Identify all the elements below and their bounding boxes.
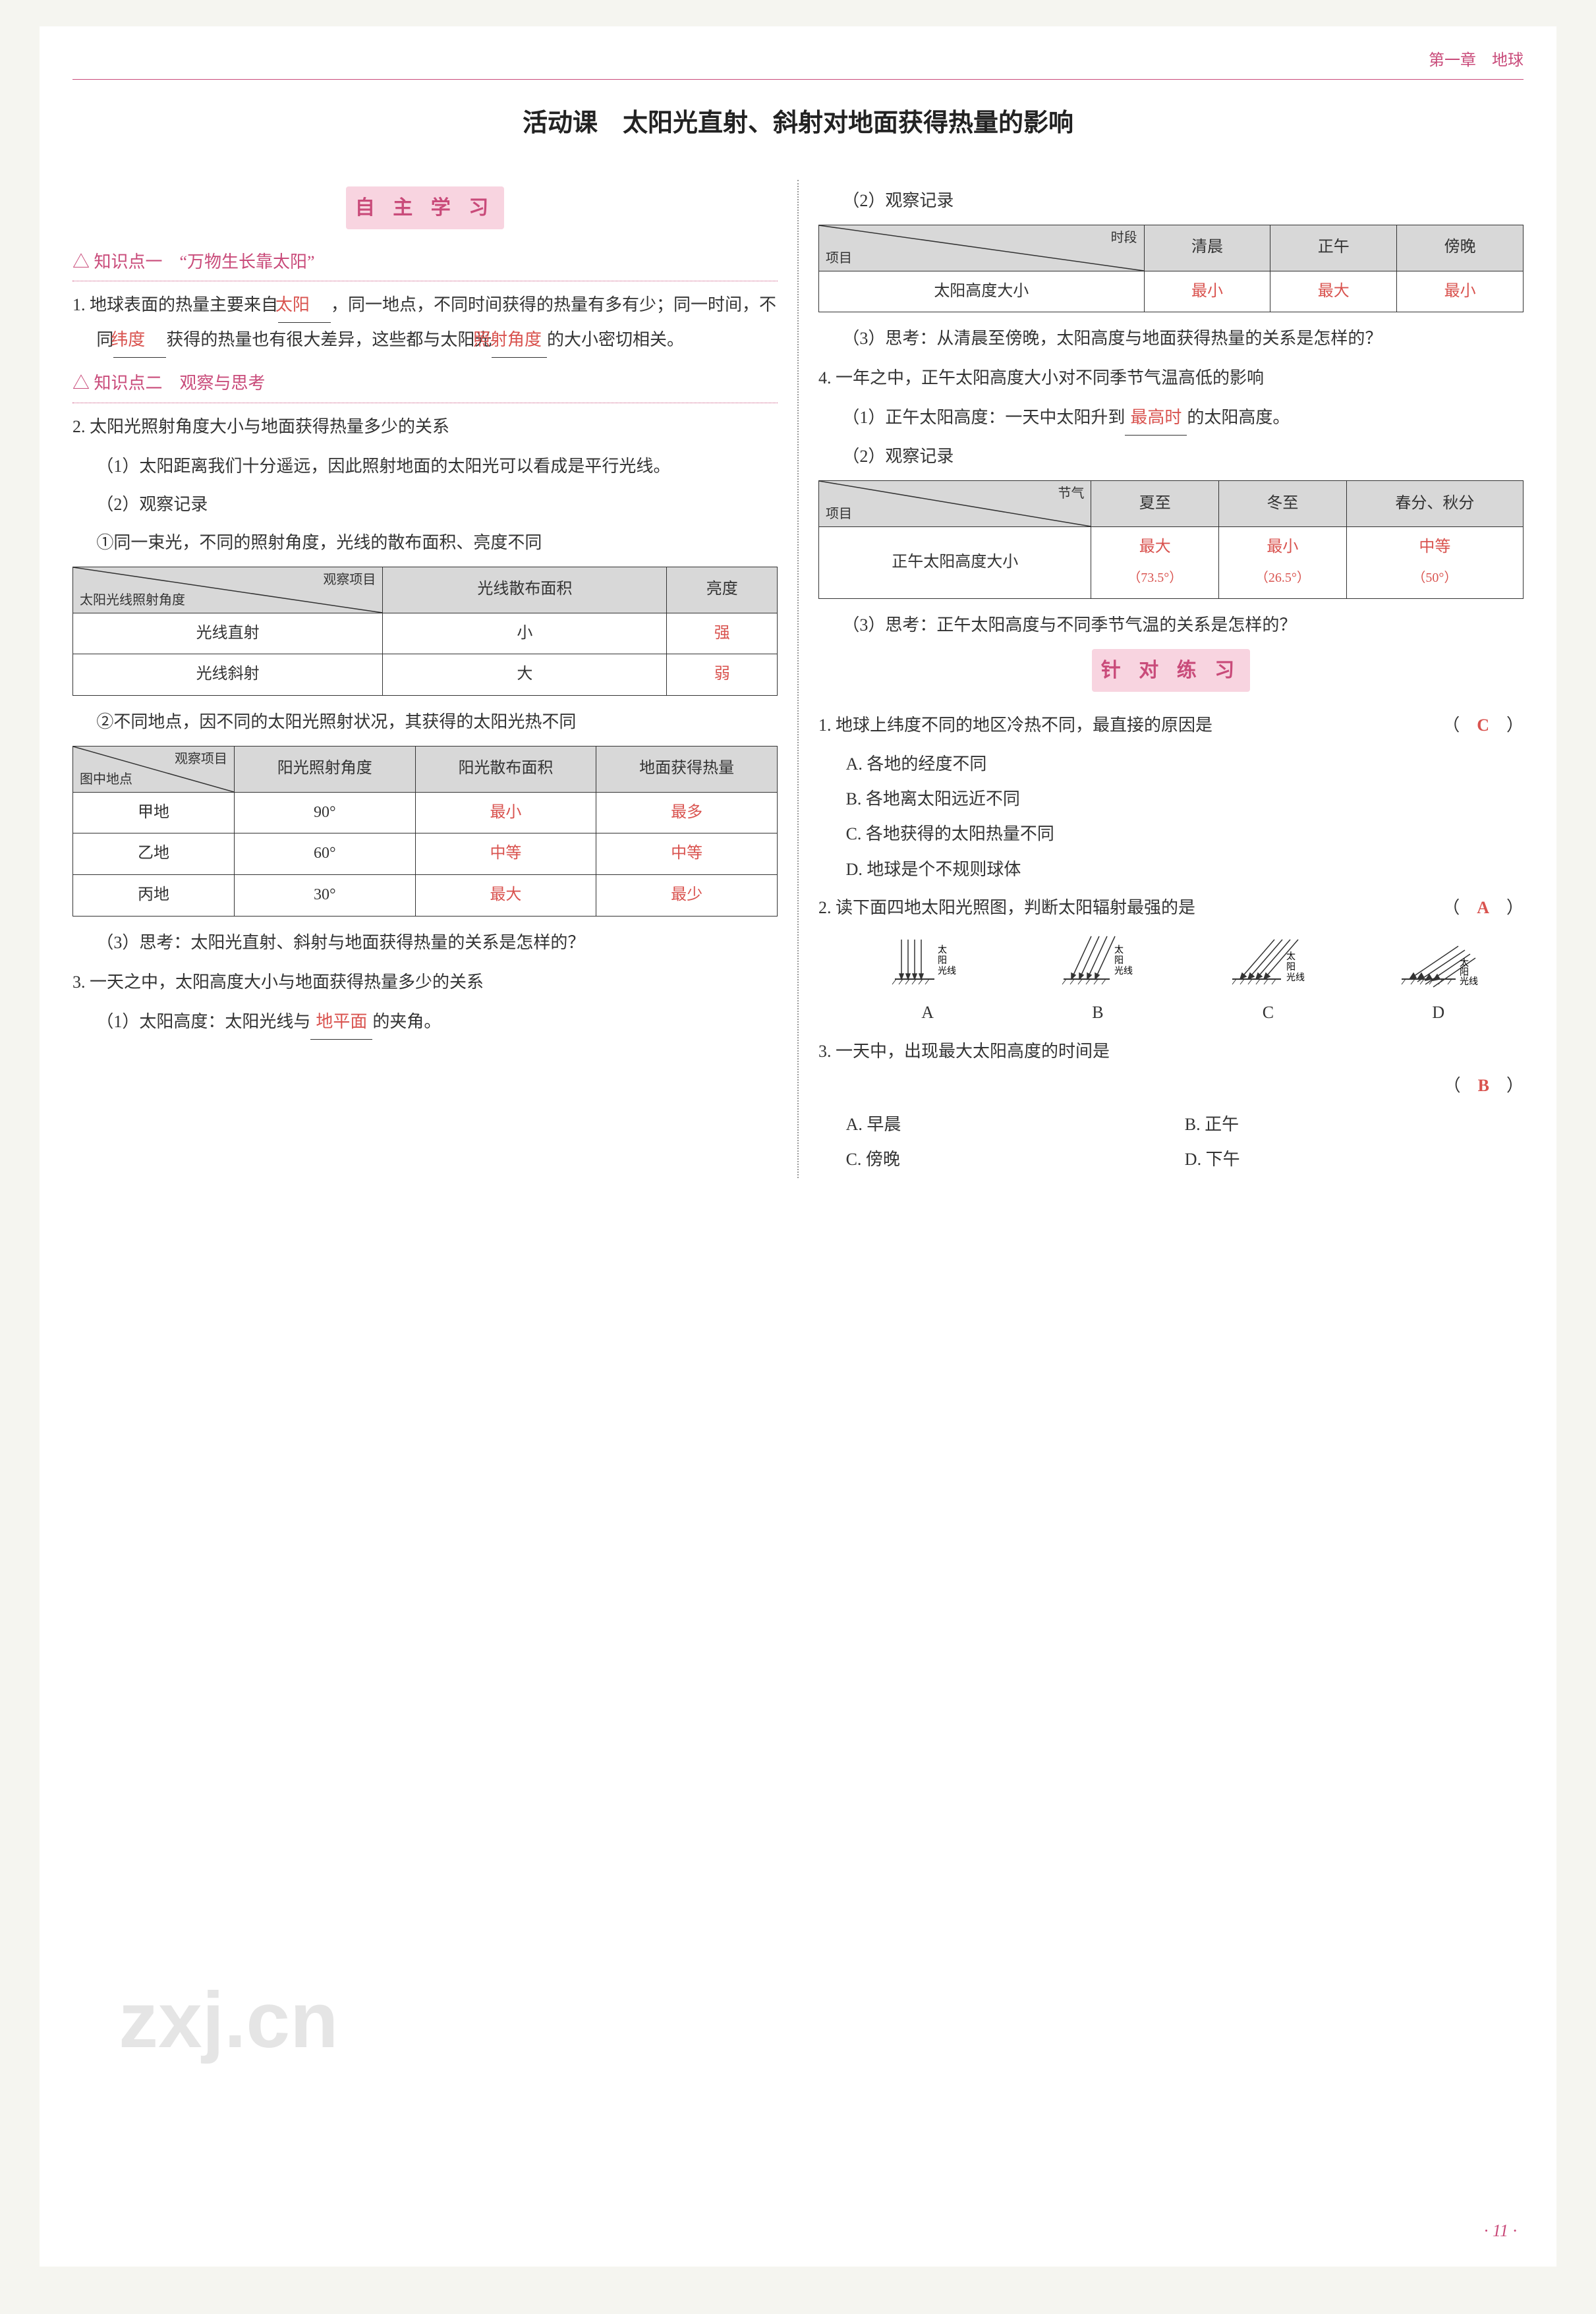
svg-text:太: 太 — [1460, 958, 1469, 969]
knowledge-1: 知识点一 “万物生长靠太阳” — [72, 246, 778, 281]
table-2: 观察项目 图中地点 阳光照射角度 阳光散布面积 地面获得热量 甲地90°最小最多… — [72, 746, 778, 917]
q4-3: （3）思考：正午太阳高度与不同季节气温的关系是怎样的？ — [818, 608, 1524, 642]
svg-text:光线: 光线 — [938, 966, 956, 976]
page-number: · 11 · — [1484, 2215, 1517, 2247]
p3: 3. 一天中，出现最大太阳高度的时间是 （ B ） — [818, 1034, 1524, 1103]
section-study: 自 主 学 习 — [72, 186, 778, 229]
left-column: 自 主 学 习 知识点一 “万物生长靠太阳” 1. 地球表面的热量主要来自太阳，… — [72, 180, 778, 1179]
table-4: 节气 项目 夏至冬至春分、秋分 正午太阳高度大小 最大（73.5°） 最小（26… — [818, 480, 1524, 598]
q4: 4. 一年之中，正午太阳高度大小对不同季节气温高低的影响 — [818, 361, 1524, 395]
diagram-a: 太 阳 光线 A — [888, 933, 967, 1029]
blank-latitude: 纬度 — [113, 323, 166, 358]
svg-text:光线: 光线 — [1460, 976, 1478, 987]
q3-3: （3）思考：从清晨至傍晚，太阳高度与地面获得热量的关系是怎样的？ — [818, 322, 1524, 356]
svg-text:太: 太 — [1114, 945, 1124, 955]
section-practice: 针 对 练 习 — [818, 649, 1524, 692]
p1-d: D. 地球是个不规则球体 — [818, 853, 1524, 886]
q3-2: （2）观察记录 — [818, 184, 1524, 218]
svg-text:阳: 阳 — [938, 955, 947, 966]
blank-ground: 地平面 — [310, 1005, 372, 1040]
p2: 2. 读下面四地太阳光照图，判断太阳辐射最强的是 （ A ） — [818, 891, 1524, 925]
table-1: 观察项目 太阳光线照射角度 光线散布面积 亮度 光线直射小强 光线斜射大弱 — [72, 567, 778, 696]
table-3: 时段 项目 清晨正午傍晚 太阳高度大小最小最大最小 — [818, 225, 1524, 313]
watermark: zxj.cn — [119, 1945, 338, 2095]
q4-1: （1）正午太阳高度：一天中太阳升到最高时的太阳高度。 — [818, 401, 1524, 436]
q4-2: （2）观察记录 — [818, 439, 1524, 474]
page-title: 活动课 太阳光直射、斜射对地面获得热量的影响 — [72, 99, 1524, 147]
knowledge-2: 知识点二 观察与思考 — [72, 367, 778, 403]
right-column: （2）观察记录 时段 项目 清晨正午傍晚 太阳高度大小最小最大最小 （3）思考：… — [797, 180, 1524, 1179]
svg-text:阳: 阳 — [1286, 962, 1296, 973]
p1-a: A. 各地的经度不同 — [818, 748, 1524, 780]
q2-3: （3）思考：太阳光直射、斜射与地面获得热量的关系是怎样的？ — [72, 926, 778, 960]
ray-label: 太 — [938, 945, 947, 955]
svg-text:阳: 阳 — [1114, 955, 1124, 966]
p3-row1: A. 早晨B. 正午 — [818, 1108, 1524, 1141]
svg-text:太: 太 — [1286, 951, 1296, 962]
diagram-d: 太阳光线 D — [1399, 933, 1478, 1029]
q1: 1. 地球表面的热量主要来自太阳，同一地点，不同时间获得的热量有多有少；同一时间… — [72, 288, 778, 358]
svg-text:光线: 光线 — [1114, 966, 1133, 976]
q3-1: （1）太阳高度：太阳光线与地平面的夹角。 — [72, 1005, 778, 1040]
sun-diagrams: 太 阳 光线 A — [818, 933, 1524, 1029]
p3-row2: C. 傍晚D. 下午 — [818, 1143, 1524, 1175]
q2-2: （2）观察记录 — [72, 488, 778, 522]
blank-angle: 照射角度 — [492, 323, 547, 358]
q3: 3. 一天之中，太阳高度大小与地面获得热量多少的关系 — [72, 965, 778, 1000]
svg-text:阳: 阳 — [1460, 967, 1469, 978]
blank-sun: 太阳 — [278, 288, 331, 323]
diagram-c: 太阳光线 C — [1228, 933, 1307, 1029]
q2: 2. 太阳光照射角度大小与地面获得热量多少的关系 — [72, 410, 778, 444]
blank-highest: 最高时 — [1125, 401, 1187, 436]
p1-b: B. 各地离太阳远近不同 — [818, 783, 1524, 815]
svg-text:光线: 光线 — [1286, 973, 1305, 983]
q2-2b: ②不同地点，因不同的太阳光照射状况，其获得的太阳光热不同 — [72, 705, 778, 739]
q2-1: （1）太阳距离我们十分遥远，因此照射地面的太阳光可以看成是平行光线。 — [72, 449, 778, 484]
p1-c: C. 各地获得的太阳热量不同 — [818, 818, 1524, 850]
chapter-header: 第一章 地球 — [72, 46, 1524, 80]
q2-2a: ①同一束光，不同的照射角度，光线的散布面积、亮度不同 — [72, 526, 778, 560]
p1: 1. 地球上纬度不同的地区冷热不同，最直接的原因是 （ C ） — [818, 708, 1524, 743]
diagram-b: 太阳光线 B — [1058, 933, 1137, 1029]
